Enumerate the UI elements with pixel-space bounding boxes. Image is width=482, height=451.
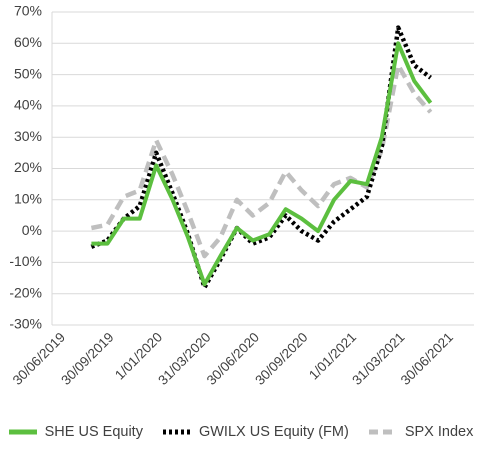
legend-label-she: SHE US Equity bbox=[44, 424, 143, 440]
legend-item-she: SHE US Equity bbox=[8, 424, 143, 440]
series-line-spx-index bbox=[90, 62, 433, 259]
legend-swatch-gwilx bbox=[162, 429, 191, 435]
y-tick-label: 0% bbox=[22, 222, 42, 238]
y-tick-label: -10% bbox=[9, 253, 42, 269]
x-tick-label: 30/09/2019 bbox=[58, 330, 116, 388]
y-tick-label: 70% bbox=[14, 3, 42, 19]
x-tick-label: 30/06/2021 bbox=[398, 330, 456, 388]
legend-label-spx: SPX Index bbox=[404, 424, 474, 440]
legend: SHE US Equity GWILX US Equity (FM) SPX I… bbox=[0, 424, 482, 440]
y-tick-label: -20% bbox=[9, 284, 42, 300]
y-tick-label: 20% bbox=[14, 159, 42, 175]
y-tick-label: 40% bbox=[14, 97, 42, 113]
series-lines bbox=[90, 25, 433, 290]
x-axis-ticks: 30/06/201930/09/20191/01/202031/03/20203… bbox=[10, 330, 456, 388]
series-line-gwilx-us-equity-fm bbox=[90, 25, 432, 290]
legend-swatch-she bbox=[8, 429, 37, 435]
x-tick-label: 30/09/2020 bbox=[252, 330, 310, 388]
legend-label-gwilx: GWILX US Equity (FM) bbox=[198, 424, 349, 440]
y-tick-label: 60% bbox=[14, 34, 42, 50]
y-tick-label: -30% bbox=[9, 316, 42, 332]
y-tick-label: 50% bbox=[14, 65, 42, 81]
legend-swatch-spx bbox=[368, 429, 397, 435]
y-axis-ticks: 70% 60% 50% 40% 30% 20% 10% 0% -10% -20% -30% bbox=[9, 3, 42, 332]
y-tick-label: 10% bbox=[14, 191, 42, 207]
gridlines bbox=[51, 11, 474, 326]
legend-item-spx: SPX Index bbox=[368, 424, 474, 440]
legend-item-gwilx: GWILX US Equity (FM) bbox=[162, 424, 349, 440]
series-line-she-us-equity bbox=[91, 41, 433, 287]
y-tick-label: 30% bbox=[14, 128, 42, 144]
